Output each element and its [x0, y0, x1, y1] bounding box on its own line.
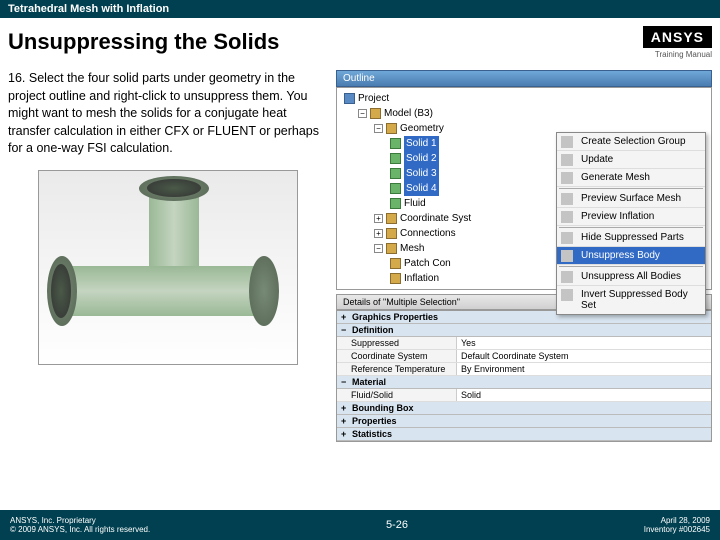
fluid-icon: [390, 198, 401, 209]
prop-row[interactable]: Coordinate SystemDefault Coordinate Syst…: [337, 350, 711, 363]
ctx-icon: [561, 289, 573, 301]
ctx-icon: [561, 250, 573, 262]
tree-project[interactable]: Project: [340, 91, 708, 106]
pipe-figure: [38, 170, 298, 365]
ctx-item[interactable]: Update: [557, 151, 705, 169]
mesh-face-left: [51, 264, 71, 318]
prop-row[interactable]: SuppressedYes: [337, 337, 711, 350]
ansys-logo: ANSYS: [643, 26, 712, 48]
ctx-icon: [561, 271, 573, 283]
left-column: 16. Select the four solid parts under ge…: [8, 70, 328, 442]
prop-category[interactable]: −Definition: [337, 324, 711, 337]
footer-right: April 28, 2009 Inventory #002645: [644, 516, 710, 534]
coord-icon: [386, 213, 397, 224]
ctx-icon: [561, 154, 573, 166]
page-title: Unsuppressing the Solids: [8, 29, 279, 55]
pipe-horizontal: [59, 266, 259, 316]
ctx-item[interactable]: Generate Mesh: [557, 169, 705, 187]
footer-left: ANSYS, Inc. Proprietary © 2009 ANSYS, In…: [10, 516, 150, 534]
tree-model[interactable]: −Model (B3): [340, 106, 708, 121]
prop-row[interactable]: Reference TemperatureBy Environment: [337, 363, 711, 376]
ctx-icon: [561, 136, 573, 148]
collapse-icon[interactable]: −: [358, 109, 367, 118]
solid-icon: [390, 138, 401, 149]
model-icon: [370, 108, 381, 119]
page-number: 5-26: [386, 519, 408, 531]
step-body: Select the four solid parts under geomet…: [8, 71, 319, 155]
inflation-icon: [390, 273, 401, 284]
context-menu[interactable]: Create Selection GroupUpdateGenerate Mes…: [556, 132, 706, 315]
ctx-icon: [561, 193, 573, 205]
solid-icon: [390, 153, 401, 164]
solid-icon: [390, 168, 401, 179]
breadcrumb: Tetrahedral Mesh with Inflation: [0, 0, 720, 18]
collapse-icon[interactable]: −: [374, 244, 383, 253]
prop-category[interactable]: −Material: [337, 376, 711, 389]
project-icon: [344, 93, 355, 104]
properties-panel[interactable]: +Graphics Properties−DefinitionSuppresse…: [336, 310, 712, 442]
outline-header: Outline: [336, 70, 712, 87]
mesh-icon: [386, 243, 397, 254]
prop-row[interactable]: Fluid/SolidSolid: [337, 389, 711, 402]
footer: ANSYS, Inc. Proprietary © 2009 ANSYS, In…: [0, 510, 720, 540]
prop-category[interactable]: +Statistics: [337, 428, 711, 441]
ctx-item[interactable]: Create Selection Group: [557, 133, 705, 151]
logo-subtitle: Training Manual: [643, 50, 712, 59]
flange-right: [249, 256, 279, 326]
instruction-text: 16. Select the four solid parts under ge…: [8, 70, 328, 158]
ctx-item[interactable]: Invert Suppressed Body Set: [557, 286, 705, 314]
step-number: 16.: [8, 71, 25, 85]
conn-icon: [386, 228, 397, 239]
ctx-icon: [561, 172, 573, 184]
expand-icon[interactable]: +: [374, 214, 383, 223]
logo-area: ANSYS Training Manual: [643, 26, 712, 59]
ctx-item[interactable]: Unsuppress Body: [557, 247, 705, 265]
title-row: Unsuppressing the Solids ANSYS Training …: [0, 18, 720, 66]
ctx-icon: [561, 232, 573, 244]
ctx-item[interactable]: Preview Inflation: [557, 208, 705, 226]
mesh-face-top: [147, 179, 201, 197]
patch-icon: [390, 258, 401, 269]
ctx-item[interactable]: Unsuppress All Bodies: [557, 268, 705, 286]
ctx-item[interactable]: Preview Surface Mesh: [557, 190, 705, 208]
geometry-icon: [386, 123, 397, 134]
solid-icon: [390, 183, 401, 194]
collapse-icon[interactable]: −: [374, 124, 383, 133]
ctx-icon: [561, 211, 573, 223]
prop-category[interactable]: +Bounding Box: [337, 402, 711, 415]
expand-icon[interactable]: +: [374, 229, 383, 238]
prop-category[interactable]: +Properties: [337, 415, 711, 428]
ctx-item[interactable]: Hide Suppressed Parts: [557, 229, 705, 247]
